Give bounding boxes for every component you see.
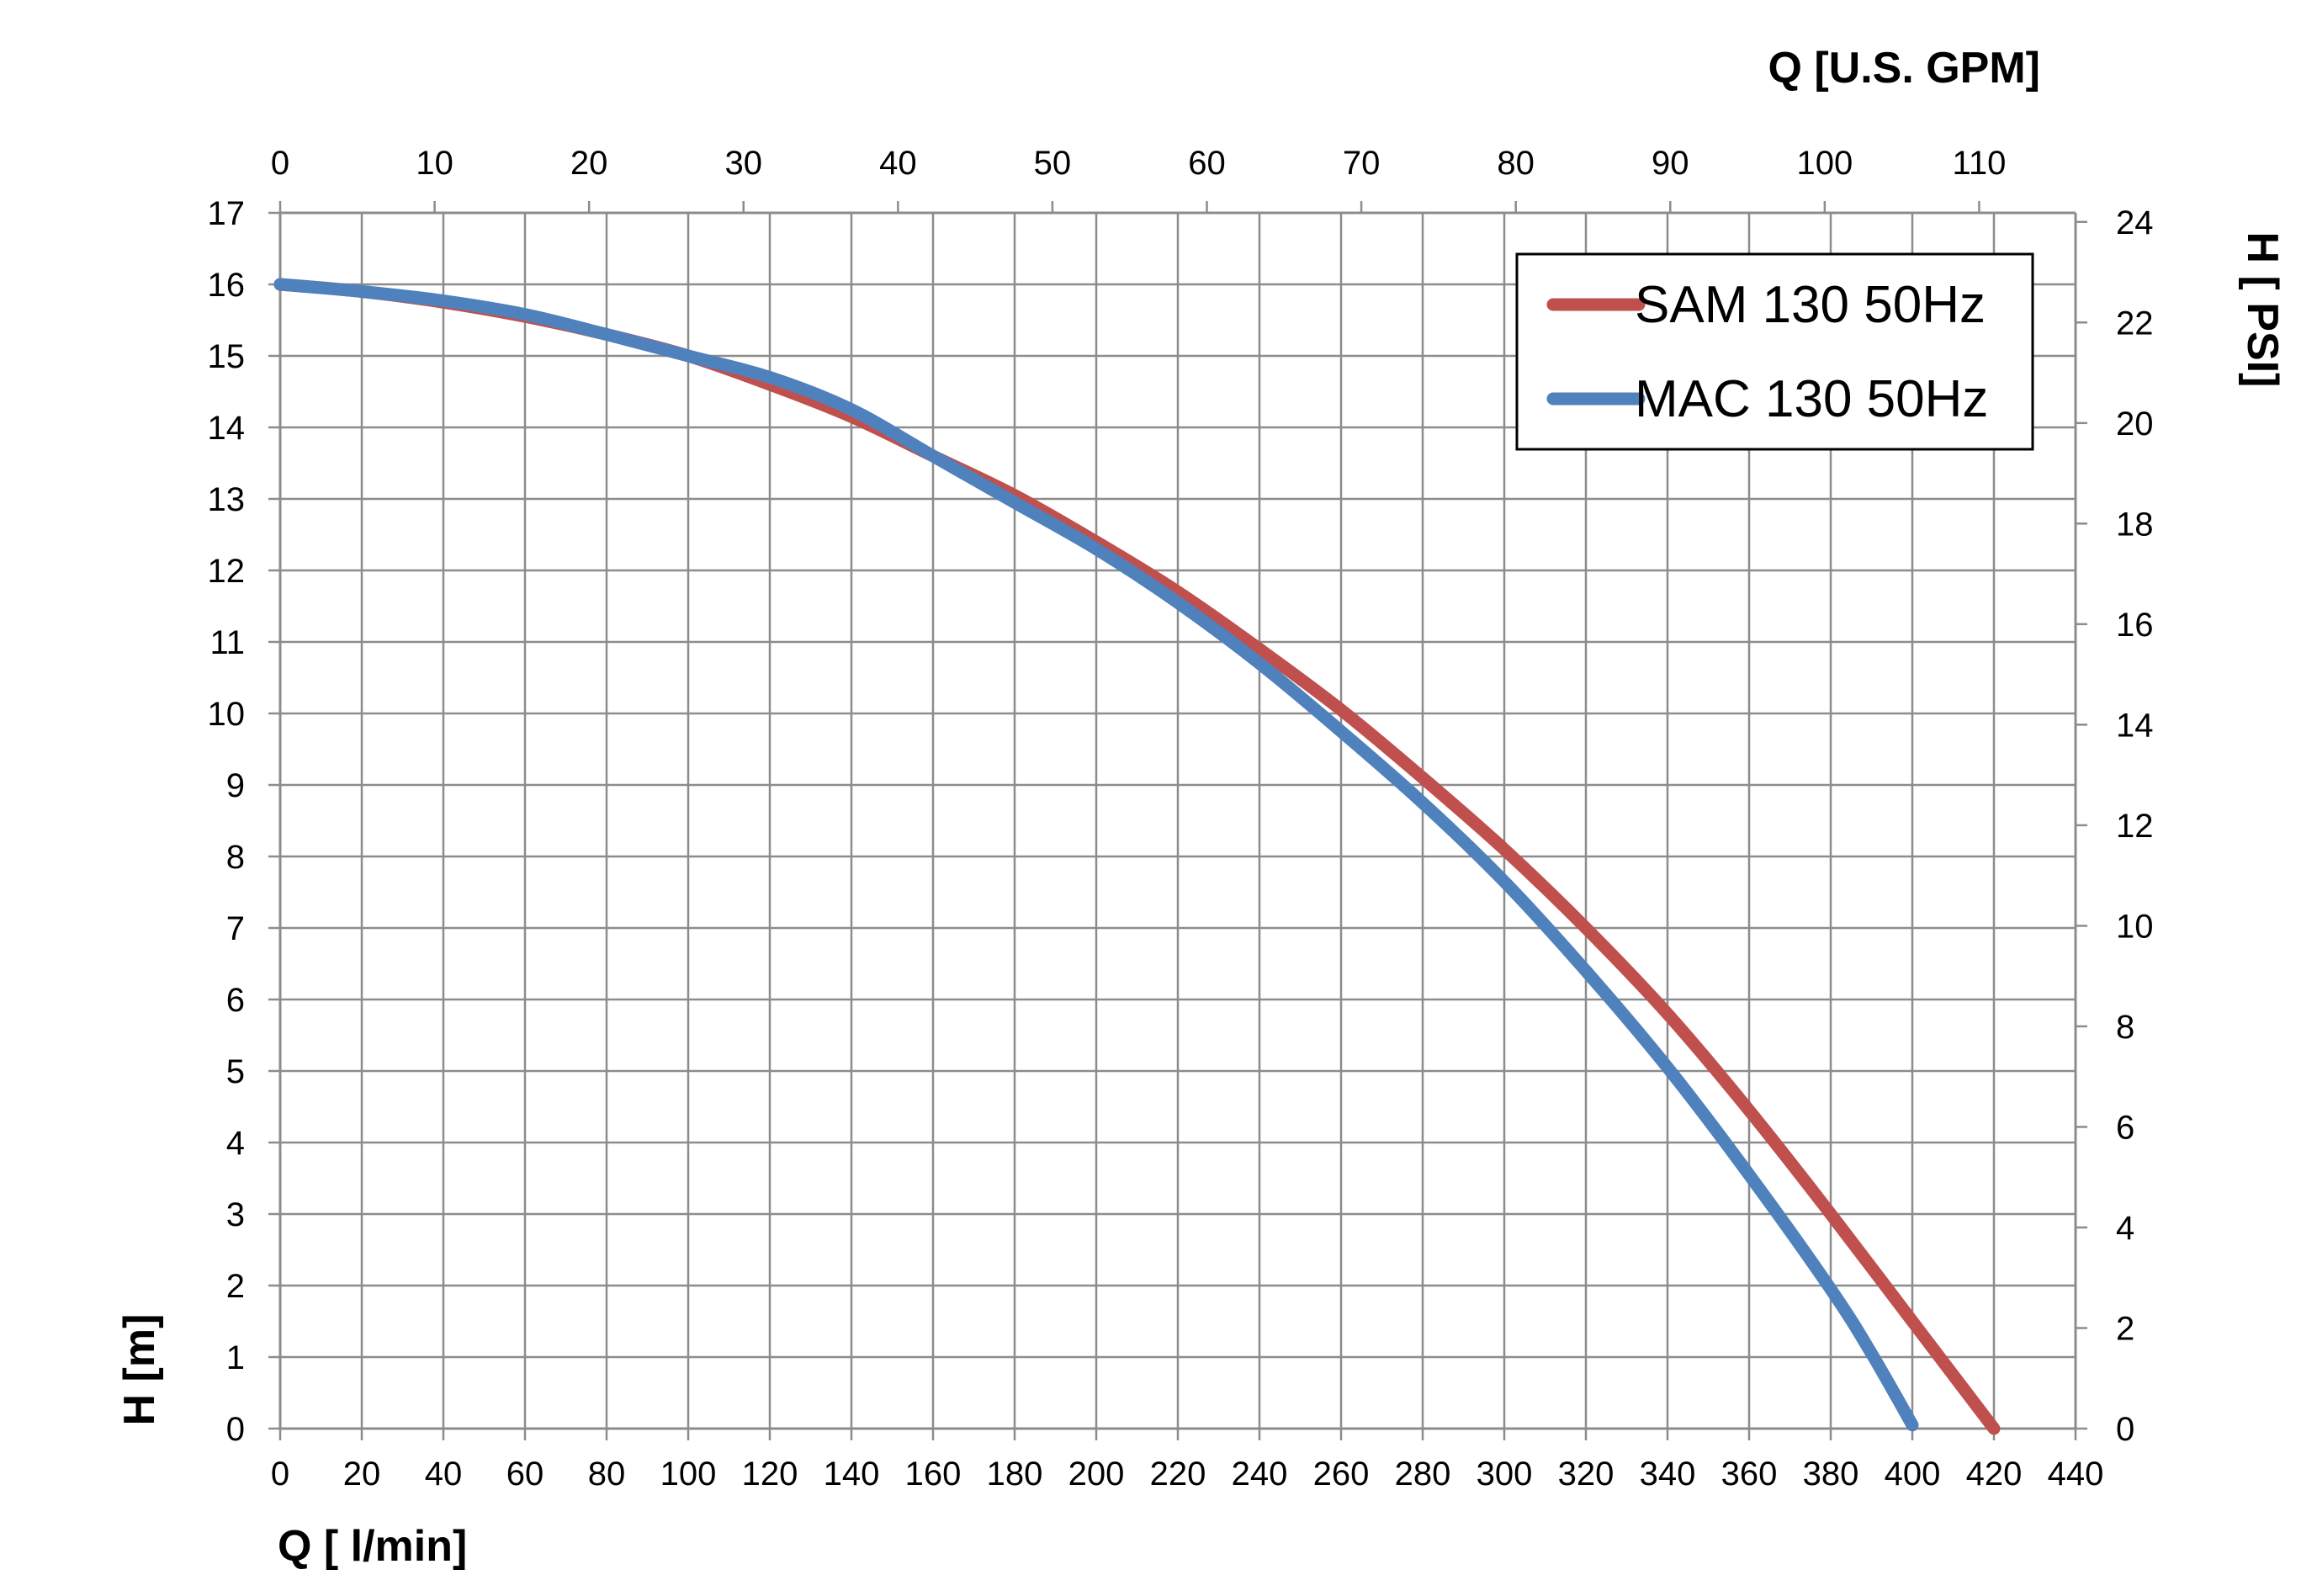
bottom-axis-title: Q [ l/min] <box>278 1522 467 1571</box>
left-tick-label: 15 <box>208 338 246 375</box>
right-tick-label: 10 <box>2116 908 2154 945</box>
top-tick-label: 80 <box>1497 145 1535 182</box>
right-tick-label: 24 <box>2116 204 2154 241</box>
top-tick-label: 30 <box>725 145 763 182</box>
series-line-mac-130-50hz <box>273 278 1919 1432</box>
left-tick-label: 0 <box>226 1411 245 1448</box>
left-tick-label: 10 <box>208 696 246 733</box>
left-tick-label: 9 <box>226 767 245 804</box>
bottom-tick-label: 320 <box>1558 1455 1614 1493</box>
bottom-tick-label: 60 <box>506 1455 544 1493</box>
left-tick-label: 8 <box>226 839 245 876</box>
top-tick-label: 0 <box>271 145 289 182</box>
top-tick-label: 90 <box>1652 145 1689 182</box>
left-tick-label: 14 <box>208 410 246 447</box>
right-tick-label: 8 <box>2116 1009 2134 1046</box>
bottom-tick-label: 140 <box>824 1455 880 1493</box>
top-axis-title: Q [U.S. GPM] <box>1768 44 2040 93</box>
bottom-tick-label: 160 <box>905 1455 962 1493</box>
left-tick-label: 13 <box>208 481 246 518</box>
top-tick-label: 40 <box>879 145 917 182</box>
left-tick-label: 1 <box>226 1339 245 1376</box>
tick-labels: 0 20 40 60 80 100 120 140 160 180 200 220 240 260 280 3… <box>208 145 2154 1493</box>
bottom-tick-label: 360 <box>1721 1455 1778 1493</box>
top-tick-label: 100 <box>1796 145 1853 182</box>
legend-box <box>1515 252 2034 451</box>
left-tick-label: 7 <box>226 910 245 947</box>
bottom-tick-label: 380 <box>1803 1455 1859 1493</box>
bottom-tick-label: 180 <box>987 1455 1043 1493</box>
bottom-tick-label: 300 <box>1477 1455 1533 1493</box>
bottom-tick-label: 440 <box>2048 1455 2104 1493</box>
axis-ticks <box>268 201 2087 1440</box>
bottom-tick-label: 420 <box>1966 1455 2023 1493</box>
legend-label-sam: SAM 130 50Hz <box>1635 276 1986 334</box>
right-tick-label: 18 <box>2116 506 2154 543</box>
bottom-tick-label: 200 <box>1068 1455 1125 1493</box>
legend: SAM 130 50Hz MAC 130 50Hz <box>1515 252 2034 451</box>
right-tick-label: 14 <box>2116 707 2154 744</box>
bottom-tick-label: 280 <box>1395 1455 1451 1493</box>
right-tick-label: 2 <box>2116 1310 2134 1347</box>
left-tick-label: 2 <box>226 1268 245 1305</box>
left-tick-label: 12 <box>208 553 246 590</box>
left-tick-label: 11 <box>209 624 245 661</box>
left-tick-label: 5 <box>226 1053 245 1090</box>
top-tick-label: 70 <box>1343 145 1381 182</box>
top-tick-label: 20 <box>570 145 608 182</box>
top-tick-label: 50 <box>1034 145 1072 182</box>
bottom-tick-label: 340 <box>1640 1455 1696 1493</box>
bottom-tick-label: 40 <box>425 1455 463 1493</box>
bottom-tick-label: 20 <box>343 1455 381 1493</box>
bottom-tick-label: 260 <box>1313 1455 1370 1493</box>
bottom-tick-label: 0 <box>271 1455 289 1493</box>
bottom-tick-label: 120 <box>742 1455 798 1493</box>
right-axis-title: H [ PSI] <box>2238 232 2287 388</box>
bottom-tick-label: 100 <box>660 1455 717 1493</box>
top-tick-label: 10 <box>416 145 453 182</box>
left-tick-label: 6 <box>226 982 245 1019</box>
right-tick-label: 4 <box>2116 1210 2134 1247</box>
right-tick-label: 12 <box>2116 808 2154 845</box>
bottom-tick-label: 220 <box>1150 1455 1206 1493</box>
left-tick-label: 17 <box>208 195 246 232</box>
bottom-tick-label: 400 <box>1885 1455 1941 1493</box>
right-tick-label: 20 <box>2116 406 2154 443</box>
series-lines <box>273 278 2001 1435</box>
top-tick-label: 110 <box>1953 145 2007 182</box>
right-tick-label: 22 <box>2116 305 2154 342</box>
left-tick-label: 3 <box>226 1196 245 1233</box>
right-tick-label: 6 <box>2116 1109 2134 1146</box>
bottom-tick-label: 80 <box>588 1455 626 1493</box>
right-tick-label: 0 <box>2116 1411 2134 1448</box>
left-tick-label: 16 <box>208 267 246 304</box>
top-tick-label: 60 <box>1188 145 1226 182</box>
legend-label-mac: MAC 130 50Hz <box>1635 370 1988 428</box>
left-axis-title: H [m] <box>115 1314 164 1426</box>
left-tick-label: 4 <box>226 1125 245 1162</box>
bottom-tick-label: 240 <box>1232 1455 1288 1493</box>
right-tick-label: 16 <box>2116 607 2154 644</box>
